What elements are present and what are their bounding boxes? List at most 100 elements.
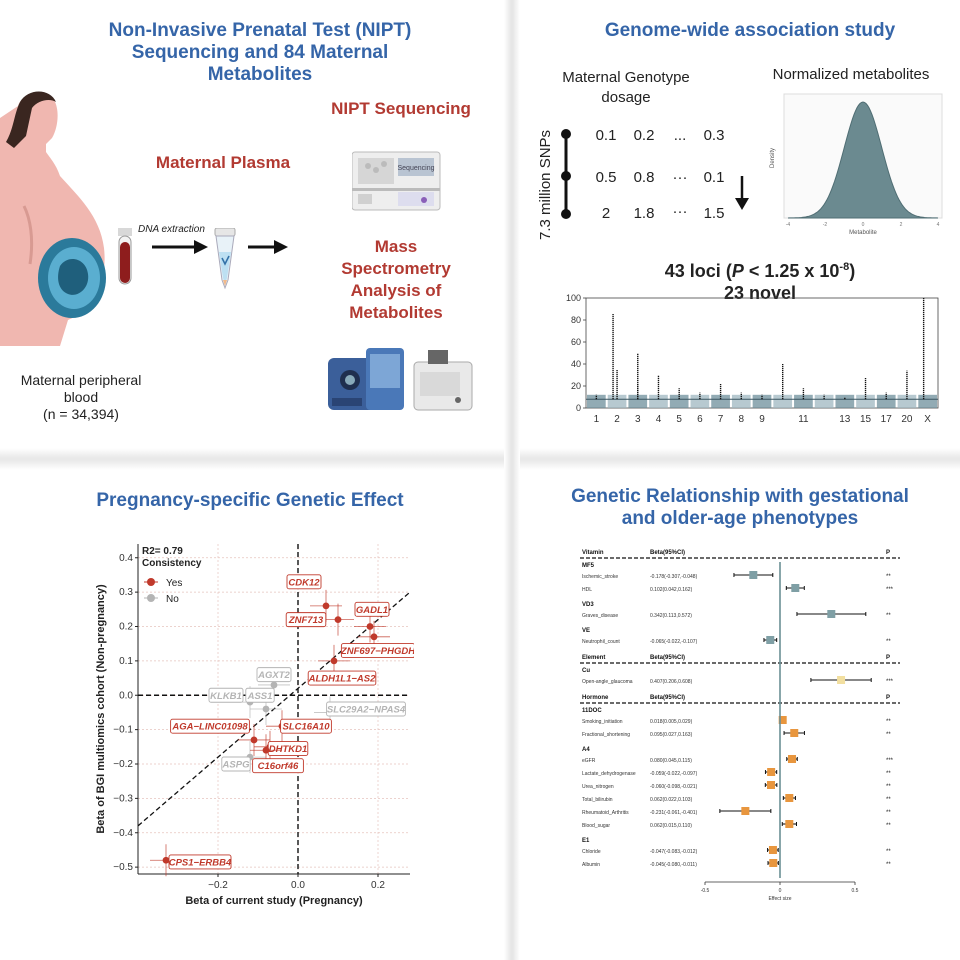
scatter-label-box (245, 687, 275, 703)
forest-effect-marker (791, 584, 800, 592)
forest-column-header: P (886, 695, 890, 701)
panel-gwas-title: Genome-wide association study (604, 20, 896, 41)
scatter-label-box (285, 612, 327, 628)
scatter-x-tick-label: −0.2 (208, 880, 228, 891)
forest-group-label: Cu (582, 668, 590, 674)
scatter-label-box (326, 701, 406, 717)
forest-block-header: Vitamin (582, 550, 604, 556)
scatter-legend-marker (147, 578, 155, 586)
manhattan-chromosome-label: 8 (739, 414, 745, 425)
dna-extraction-tube-icon (214, 228, 236, 290)
scatter-y-tick-label: −0.5 (113, 862, 133, 873)
forest-column-header: P (886, 550, 890, 556)
manhattan-chromosome-band (752, 394, 772, 408)
manhattan-chromosome-band (690, 394, 710, 408)
density-tick: 4 (937, 222, 940, 228)
forest-trait-label: Lactate_dehydrogenase (582, 771, 636, 777)
forest-beta-value: -0.045(-0.080,-0.011) (650, 862, 697, 868)
scatter-r2-label: R2= 0.79 (142, 546, 183, 557)
panel-relationship-title: Genetic Relationship with gestational an… (571, 486, 909, 529)
forest-p-value: *** (886, 758, 894, 764)
mass-spectrometer-icon (413, 350, 473, 411)
dosage-cell: 0.8 (634, 169, 655, 186)
scatter-point (262, 746, 270, 754)
forest-trait-label: HDL (582, 587, 592, 593)
manhattan-chromosome-band (628, 394, 648, 408)
forest-effect-marker (767, 768, 776, 776)
manhattan-chromosome-label: 9 (759, 414, 765, 425)
forest-beta-value: -0.047(-0.083,-0.012) (650, 849, 698, 855)
scatter-label-box (286, 574, 322, 590)
forest-effect-marker (778, 716, 787, 724)
forest-trait-label: Total_bilirubin (582, 797, 613, 803)
forest-beta-value: -0.231(-0.061,-0.401) (650, 810, 698, 816)
snp-count-label: 7.3 million SNPs (537, 130, 554, 240)
forest-effect-marker (827, 610, 836, 618)
dna-extraction-label: DNA extraction (138, 224, 205, 235)
manhattan-chromosome-label: 5 (676, 414, 682, 425)
scatter-label-box (354, 601, 390, 617)
scatter-y-tick-label: −0.2 (113, 759, 133, 770)
vertical-divider (504, 0, 520, 960)
arrow-down-icon (735, 198, 749, 210)
scatter-label-box (168, 854, 232, 870)
density-plot: Density Metabolite -4 -2 0 2 4 (770, 93, 943, 236)
manhattan-chromosome-band (711, 394, 730, 408)
scatter-point (334, 616, 342, 624)
forest-beta-value: 0.080(0.045,0.115) (650, 758, 692, 764)
forest-plot: Vitamin Beta(95%CI) P MF5 Ischemic_stroke -0.… (580, 550, 900, 902)
dosage-cell: ... (674, 127, 687, 144)
maternal-plasma-heading: Maternal Plasma (155, 153, 291, 172)
manhattan-y-tick-label: 20 (571, 381, 581, 391)
arrow-right-icon (248, 240, 288, 254)
manhattan-chromosome-band (587, 394, 606, 408)
forest-effect-marker (790, 729, 799, 737)
manhattan-chromosome-label: 6 (697, 414, 703, 425)
panel-nipt-title: Non-Invasive Prenatal Test (NIPT) Sequen… (108, 20, 412, 85)
density-tick: 0 (862, 222, 865, 228)
forest-trait-label: eGFR (582, 758, 596, 764)
nipt-sequencing-heading: NIPT Sequencing (331, 99, 471, 118)
manhattan-y-tick-label: 100 (566, 293, 581, 303)
forest-effect-marker (766, 636, 775, 644)
scatter-label-box (170, 718, 250, 734)
forest-trait-label: Smoking_initiation (582, 719, 623, 725)
panel-pregnancy-effect: Pregnancy-specific Genetic Effect −0.2 0.… (0, 470, 504, 960)
forest-column-header: Beta(95%CI) (650, 550, 685, 556)
panel-nipt: Non-Invasive Prenatal Test (NIPT) Sequen… (0, 0, 504, 448)
forest-group-label: MF5 (582, 563, 595, 569)
snp-dot (561, 129, 571, 139)
forest-beta-value: 0.407(0.206,0.608) (650, 679, 693, 685)
forest-trait-label: Chloride (582, 849, 601, 855)
scatter-point (330, 657, 338, 665)
scatter-point (262, 705, 270, 713)
maternal-blood-caption: Maternal peripheral blood (n = 34,394) (20, 372, 142, 422)
density-tick: -2 (823, 222, 828, 228)
scatter-y-axis-label: Beta of BGI multiomics cohort (Non-pregn… (95, 584, 107, 834)
horizontal-divider (0, 448, 960, 470)
manhattan-y-tick-label: 80 (571, 315, 581, 325)
scatter-y-tick-label: 0.2 (119, 622, 133, 633)
forest-effect-marker (788, 755, 796, 763)
dosage-cell: 1.8 (634, 205, 655, 222)
loci-line1b: < 1.25 x 10 (743, 261, 840, 281)
forest-effect-marker (837, 676, 846, 684)
manhattan-y-tick-label: 0 (576, 403, 581, 413)
scatter-point-label: CPS1−ERBB4 (169, 857, 232, 868)
dosage-cell: 0.3 (704, 127, 725, 144)
dosage-cell: 0.1 (704, 169, 725, 186)
forest-block-header: Element (582, 655, 605, 661)
scatter-y-tick-label: 0.4 (119, 553, 133, 564)
scatter-x-axis-label: Beta of current study (Pregnancy) (185, 895, 363, 907)
scatter-point (366, 623, 374, 630)
scatter-y-tick-label: 0.1 (119, 656, 133, 667)
forest-beta-value: 0.062(0.022,0.103) (650, 797, 693, 803)
forest-p-value: ** (886, 823, 891, 829)
forest-beta-value: -0.178(-0.307,-0.048) (650, 574, 698, 580)
scatter-y-tick-label: −0.4 (113, 828, 133, 839)
scatter-label-box (252, 758, 304, 774)
dosage-cell: 0.1 (596, 127, 617, 144)
forest-p-value: ** (886, 810, 891, 816)
manhattan-chromosome-label: 17 (881, 414, 893, 425)
scatter-point-label: ZNF713 (288, 615, 324, 626)
